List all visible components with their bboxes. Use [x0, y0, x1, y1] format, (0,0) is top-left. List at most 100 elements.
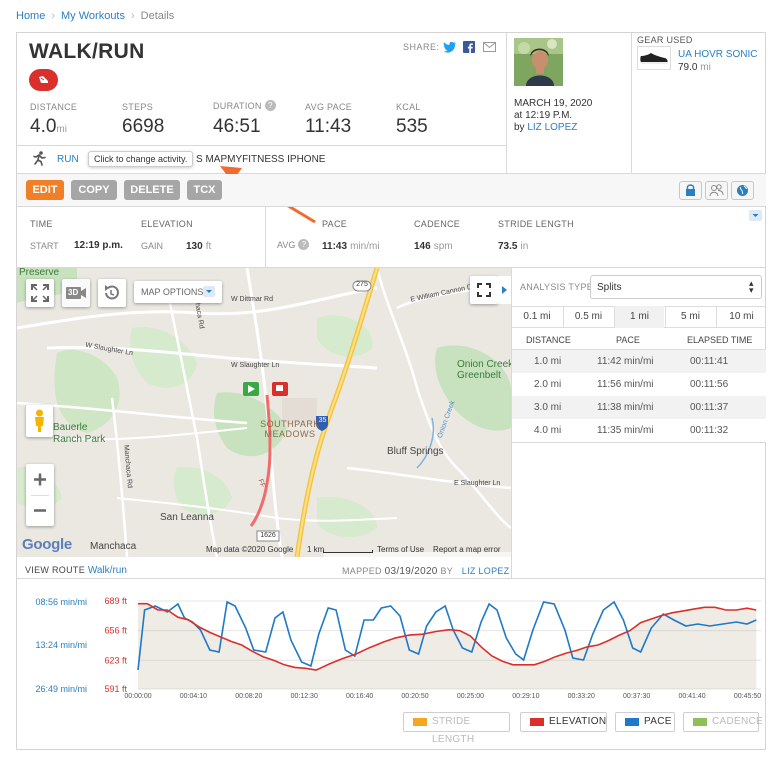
y-left-tick: 08:56 min/mi: [35, 597, 87, 607]
elevation-label: ELEVATION: [141, 219, 193, 229]
twitter-icon[interactable]: [443, 41, 457, 56]
breadcrumb: Home › My Workouts › Details: [16, 10, 174, 22]
shoe-image[interactable]: [637, 46, 671, 70]
help-icon[interactable]: ?: [264, 100, 276, 111]
map-options-dropdown[interactable]: MAP OPTIONS: [134, 281, 222, 303]
x-tick: 00:25:00: [457, 693, 484, 700]
facebook-icon[interactable]: [463, 41, 475, 53]
split-elapsed: 00:11:56: [690, 379, 729, 390]
gear-mileage: 79.0 mi: [678, 62, 711, 73]
splits-header-pace: PACE: [616, 335, 640, 345]
runner-icon: [31, 151, 47, 169]
map-label: 275: [356, 281, 368, 288]
y-left-tick: 26:49 min/mi: [35, 684, 87, 694]
privacy-private-button[interactable]: [679, 181, 702, 200]
split-row[interactable]: 1.0 mi 11:42 min/mi 00:11:41: [512, 350, 766, 373]
split-tab[interactable]: 1 mi: [614, 306, 664, 328]
split-pace: 11:56 min/mi: [597, 379, 654, 390]
privacy-public-button[interactable]: [731, 181, 754, 200]
cadence-value: 146 spm: [414, 241, 453, 252]
owner-link[interactable]: LIZ LOPEZ: [527, 122, 578, 133]
map-label: San Leanna: [160, 512, 214, 523]
start-key: START: [30, 241, 59, 251]
activity-tooltip: Click to change activity.: [88, 151, 194, 167]
legend-elevation-toggle[interactable]: ELEVATION: [520, 712, 607, 732]
divider: [17, 206, 766, 207]
legend-pace-toggle[interactable]: PACE: [615, 712, 675, 732]
map-attribution: Map data ©2020 Google: [206, 545, 294, 554]
split-tab[interactable]: 0.1 mi: [523, 311, 551, 322]
mapped-user-link[interactable]: LIZ LOPEZ: [461, 566, 510, 576]
copy-button[interactable]: COPY: [71, 180, 117, 200]
route-link[interactable]: Walk/run: [87, 565, 127, 576]
route-map[interactable]: Preserve W Dittmar Rd W Slaughter Ln W S…: [17, 268, 511, 557]
split-tab[interactable]: 10 mi: [716, 306, 766, 328]
highway-275-shield: [352, 280, 372, 292]
x-tick: 00:37:30: [623, 693, 650, 700]
google-logo: Google: [22, 536, 72, 553]
splits-header: [512, 328, 766, 350]
breadcrumb-current: Details: [140, 10, 175, 22]
analysis-type-label: ANALYSIS TYPE:: [520, 282, 596, 292]
zoom-in-icon[interactable]: [26, 464, 54, 495]
legend-swatch: [530, 718, 544, 726]
divider: [506, 33, 507, 173]
legend-cadence-toggle[interactable]: CADENCE: [683, 712, 763, 732]
expand-chevron-icon[interactable]: [749, 210, 762, 221]
divider: [631, 33, 632, 173]
select-arrows-icon: ▴ ▾: [749, 278, 754, 295]
edit-button[interactable]: EDIT: [26, 180, 64, 200]
gear-name-link[interactable]: UA HOVR SONIC: [678, 49, 758, 60]
split-distance: 1.0 mi: [534, 356, 562, 367]
analysis-type-select[interactable]: Splits ▴ ▾: [590, 275, 762, 299]
stat-distance-value: 4.0mi: [30, 116, 67, 137]
fullscreen-expand-icon[interactable]: [26, 279, 54, 307]
map-fullscreen-icon[interactable]: [470, 276, 498, 304]
highway-35-shield: [316, 416, 328, 431]
delete-button[interactable]: DELETE: [124, 180, 180, 200]
zoom-out-icon[interactable]: [26, 495, 54, 526]
gain-key: GAIN: [141, 241, 164, 251]
map-scale-label: 1 km: [307, 545, 325, 554]
zoom-control: [26, 464, 54, 526]
avatar[interactable]: [514, 38, 563, 86]
lock-icon: [686, 184, 695, 196]
workout-chart[interactable]: 08:56 min/mi 13:24 min/mi 26:49 min/mi 6…: [17, 590, 766, 705]
stride-label: STRIDE LENGTH: [498, 219, 574, 229]
split-tab[interactable]: 5 mi: [665, 306, 715, 328]
privacy-friends-button[interactable]: [705, 181, 728, 200]
breadcrumb-my-workouts[interactable]: My Workouts: [61, 10, 125, 22]
tcx-button[interactable]: TCX: [187, 180, 222, 200]
split-tab[interactable]: 0.5 mi: [563, 306, 613, 328]
gain-value: 130 ft: [186, 241, 212, 252]
legend-stride-toggle[interactable]: STRIDE LENGTH: [403, 712, 510, 745]
map-label: Preserve: [19, 268, 60, 278]
split-pace: 11:38 min/mi: [597, 402, 654, 413]
x-tick: 00:33:20: [568, 693, 595, 700]
activity-type-link[interactable]: RUN: [57, 154, 79, 165]
map-3d-button[interactable]: 3D: [62, 279, 90, 307]
map-terms-link[interactable]: Terms of Use: [377, 545, 425, 554]
gear-heading: GEAR USED: [637, 35, 693, 45]
x-tick: 00:04:10: [180, 693, 207, 700]
divider: [17, 267, 766, 268]
breadcrumb-home[interactable]: Home: [16, 10, 46, 22]
split-row[interactable]: 2.0 mi 11:56 min/mi 00:11:56: [512, 373, 766, 396]
divider: [31, 495, 49, 496]
map-label: E Slaughter Ln: [454, 480, 501, 487]
highway-1626-shield: [256, 530, 280, 542]
y-left-tick: 13:24 min/mi: [35, 640, 87, 650]
replay-icon[interactable]: [98, 279, 126, 307]
x-tick: 00:41:40: [678, 693, 705, 700]
help-icon[interactable]: ?: [298, 239, 310, 250]
panel-toggle-icon[interactable]: [498, 276, 511, 304]
split-row[interactable]: 4.0 mi 11:35 min/mi 00:11:32: [512, 419, 766, 442]
workout-time: at 12:19 P.M.: [514, 110, 573, 121]
activity-shoe-icon[interactable]: [29, 69, 58, 91]
email-icon[interactable]: [483, 42, 496, 55]
street-view-pegman-icon[interactable]: [26, 405, 53, 437]
map-report-link[interactable]: Report a map error: [433, 545, 501, 554]
friends-icon: [709, 184, 724, 197]
map-label: Manchaca: [90, 541, 137, 552]
split-row[interactable]: 3.0 mi 11:38 min/mi 00:11:37: [512, 396, 766, 419]
